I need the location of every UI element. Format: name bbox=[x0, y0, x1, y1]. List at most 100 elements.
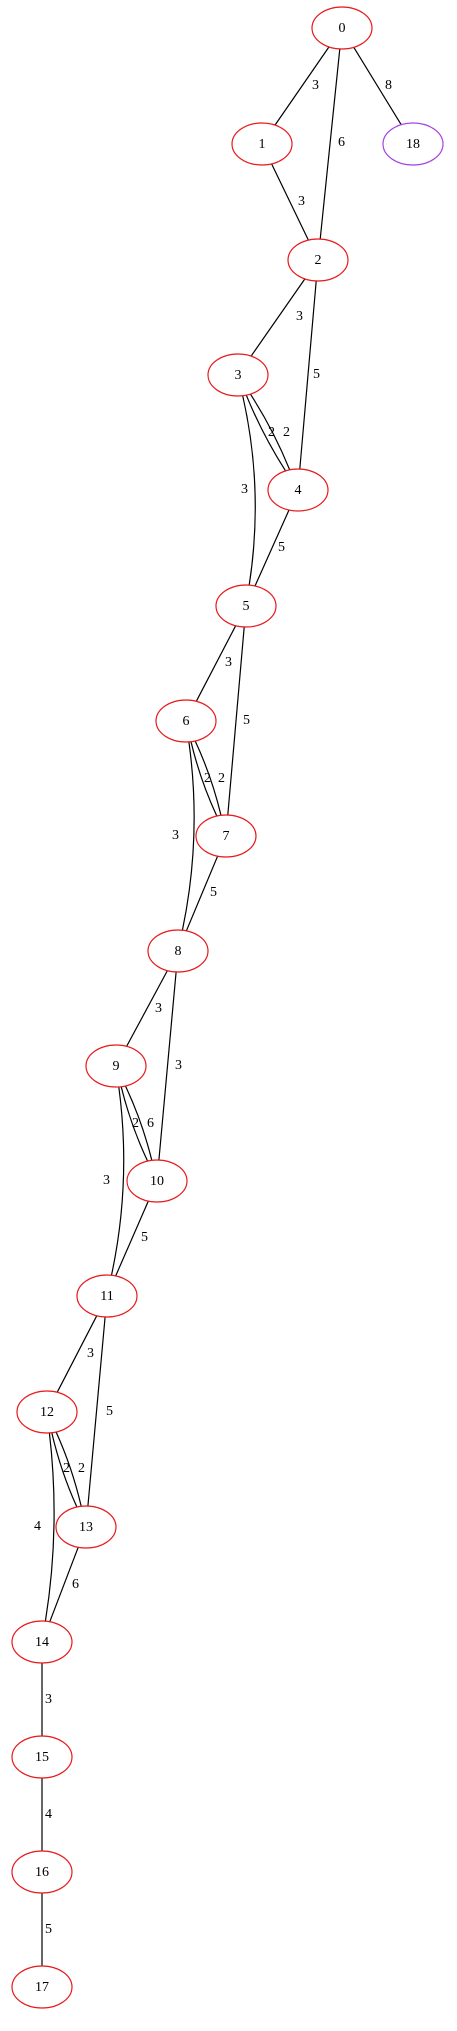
node-5-label: 5 bbox=[243, 599, 250, 614]
node-18-label: 18 bbox=[406, 137, 420, 152]
node-6: 6 bbox=[155, 699, 217, 743]
node-10: 10 bbox=[126, 1159, 188, 1203]
node-2-ellipse bbox=[287, 238, 349, 282]
edge-weight-label-0-1: 3 bbox=[312, 78, 319, 93]
node-16-ellipse bbox=[11, 1850, 73, 1894]
edge-0-18 bbox=[353, 46, 402, 126]
node-6-ellipse bbox=[155, 699, 217, 743]
node-16: 16 bbox=[11, 1850, 73, 1894]
node-15: 15 bbox=[11, 1735, 73, 1779]
edge-6-7 bbox=[194, 740, 222, 816]
edge-4-5 bbox=[254, 509, 290, 587]
node-17: 17 bbox=[11, 1965, 73, 2009]
edge-6-7 bbox=[190, 741, 218, 817]
node-15-ellipse bbox=[11, 1735, 73, 1779]
node-1: 1 bbox=[231, 122, 293, 166]
edge-weight-label-2-4: 5 bbox=[313, 367, 320, 382]
node-11-label: 11 bbox=[100, 1289, 113, 1304]
node-6-label: 6 bbox=[183, 714, 190, 729]
edge-10-11 bbox=[115, 1200, 149, 1277]
node-8: 8 bbox=[147, 929, 209, 973]
node-16-label: 16 bbox=[35, 1865, 49, 1880]
edge-12-13 bbox=[55, 1431, 82, 1507]
edge-weight-label-9-10: 6 bbox=[147, 1116, 154, 1131]
node-17-label: 17 bbox=[35, 1980, 49, 1995]
node-13: 13 bbox=[55, 1505, 117, 1549]
edge-8-10 bbox=[158, 971, 177, 1161]
edge-weight-label-16-17: 5 bbox=[45, 1922, 52, 1937]
edge-weight-label-9-11: 3 bbox=[103, 1173, 110, 1188]
edge-weight-label-6-7: 2 bbox=[218, 771, 225, 786]
node-2-label: 2 bbox=[315, 253, 322, 268]
node-13-label: 13 bbox=[79, 1520, 93, 1535]
node-7-ellipse bbox=[195, 814, 257, 858]
edge-0-2 bbox=[319, 48, 341, 240]
node-7-label: 7 bbox=[223, 829, 230, 844]
node-18-ellipse bbox=[382, 122, 444, 166]
edge-6-8 bbox=[181, 741, 195, 931]
edge-weight-label-5-6: 3 bbox=[225, 655, 232, 670]
node-3: 3 bbox=[207, 353, 269, 397]
edge-weight-label-0-2: 6 bbox=[338, 135, 345, 150]
node-8-ellipse bbox=[147, 929, 209, 973]
node-12-ellipse bbox=[16, 1390, 78, 1434]
edge-weight-label-2-3: 3 bbox=[296, 309, 303, 324]
node-0: 0 bbox=[311, 6, 373, 50]
node-15-label: 15 bbox=[35, 1750, 49, 1765]
edge-weight-label-8-10: 3 bbox=[175, 1058, 182, 1073]
edge-weight-label-10-11: 5 bbox=[141, 1230, 148, 1245]
edge-weight-label-3-4: 2 bbox=[283, 425, 290, 440]
edge-9-10 bbox=[120, 1086, 149, 1162]
edge-weight-label-11-12: 3 bbox=[87, 1346, 94, 1361]
node-9-label: 9 bbox=[113, 1059, 120, 1074]
edge-weight-label-3-5: 3 bbox=[241, 482, 248, 497]
edge-weight-label-7-8: 5 bbox=[210, 885, 217, 900]
edge-3-4 bbox=[249, 393, 291, 471]
edge-11-13 bbox=[87, 1316, 106, 1507]
edge-weight-label-6-7: 2 bbox=[204, 771, 211, 786]
edges-layer bbox=[41, 46, 402, 1966]
edge-weight-label-3-4: 2 bbox=[268, 425, 275, 440]
edge-2-4 bbox=[299, 280, 317, 470]
edge-weight-label-4-5: 5 bbox=[278, 540, 285, 555]
node-0-label: 0 bbox=[339, 21, 346, 36]
edge-9-11 bbox=[110, 1086, 125, 1276]
edge-weight-label-12-13: 2 bbox=[63, 1461, 70, 1476]
node-3-label: 3 bbox=[235, 368, 242, 383]
node-3-ellipse bbox=[207, 353, 269, 397]
edge-0-1 bbox=[274, 46, 330, 126]
edge-weight-label-12-13: 2 bbox=[78, 1461, 85, 1476]
node-0-ellipse bbox=[311, 6, 373, 50]
node-4-ellipse bbox=[267, 468, 329, 512]
node-9-ellipse bbox=[85, 1044, 147, 1088]
edge-2-3 bbox=[250, 278, 306, 357]
node-8-label: 8 bbox=[175, 944, 182, 959]
node-13-ellipse bbox=[55, 1505, 117, 1549]
edge-5-6 bbox=[195, 625, 237, 702]
edge-weight-label-15-16: 4 bbox=[45, 1807, 52, 1822]
edge-7-8 bbox=[185, 855, 219, 932]
node-4: 4 bbox=[267, 468, 329, 512]
edge-weight-label-12-14: 4 bbox=[34, 1519, 41, 1534]
node-4-label: 4 bbox=[295, 483, 302, 498]
edge-13-14 bbox=[49, 1547, 79, 1622]
node-14-ellipse bbox=[11, 1620, 73, 1664]
node-5-ellipse bbox=[215, 584, 277, 628]
edge-weight-label-9-10: 2 bbox=[132, 1116, 139, 1131]
edge-weight-label-14-15: 3 bbox=[45, 1692, 52, 1707]
edge-11-12 bbox=[56, 1315, 98, 1393]
edge-weight-label-11-13: 5 bbox=[106, 1404, 113, 1419]
edge-3-4 bbox=[245, 394, 287, 472]
node-5: 5 bbox=[215, 584, 277, 628]
edge-weight-label-0-18: 8 bbox=[385, 78, 392, 93]
node-11: 11 bbox=[76, 1274, 138, 1318]
node-17-ellipse bbox=[11, 1965, 73, 2009]
node-10-ellipse bbox=[126, 1159, 188, 1203]
edge-3-5 bbox=[242, 395, 256, 586]
node-18: 18 bbox=[382, 122, 444, 166]
node-12: 12 bbox=[16, 1390, 78, 1434]
